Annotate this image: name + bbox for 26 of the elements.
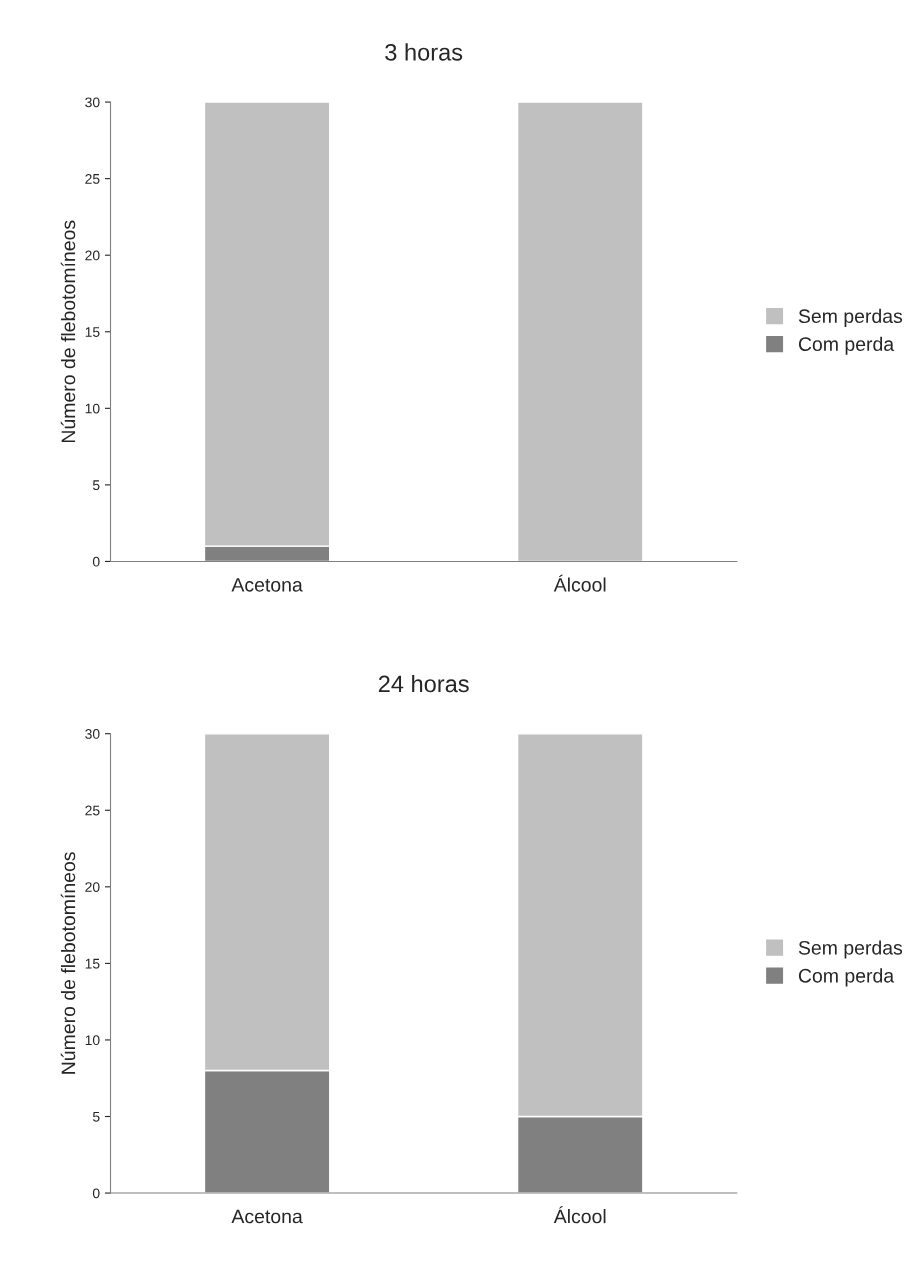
y-tick-label: 20: [85, 250, 100, 261]
y-tick-label: 5: [92, 480, 100, 491]
y-tick-label: 5: [92, 1111, 100, 1122]
y-tick-label: 20: [85, 882, 100, 892]
y-tick-label: 0: [92, 1188, 100, 1199]
y-tick-label: 25: [85, 173, 100, 184]
y-tick-label: 30: [85, 97, 100, 108]
y-tick-label: 10: [85, 1035, 100, 1046]
y-tick-label: 15: [85, 327, 100, 337]
x-tick-label: Álcool: [553, 1206, 606, 1224]
x-tick-label: Álcool: [553, 574, 606, 592]
y-tick-label: 30: [85, 729, 100, 739]
legend-label: Sem perdas: [798, 940, 903, 959]
y-tick-label: 0: [92, 556, 100, 567]
chart-title: 24 horas: [378, 674, 469, 693]
x-tick-label: Acetona: [231, 578, 303, 592]
legend-label: Sem perdas: [798, 308, 903, 327]
y-tick-label: 25: [85, 805, 100, 816]
chart-title: 3 horas: [385, 43, 463, 61]
x-tick-label: Acetona: [231, 1209, 303, 1224]
legend-label: Com perda: [798, 968, 895, 987]
y-axis-title: Número de flebotomíneos: [60, 220, 76, 443]
y-axis-title: Número de flebotomíneos: [60, 852, 76, 1074]
y-tick-label: 10: [85, 403, 100, 414]
legend-label: Com perda: [798, 336, 895, 355]
y-tick-label: 15: [85, 958, 100, 969]
